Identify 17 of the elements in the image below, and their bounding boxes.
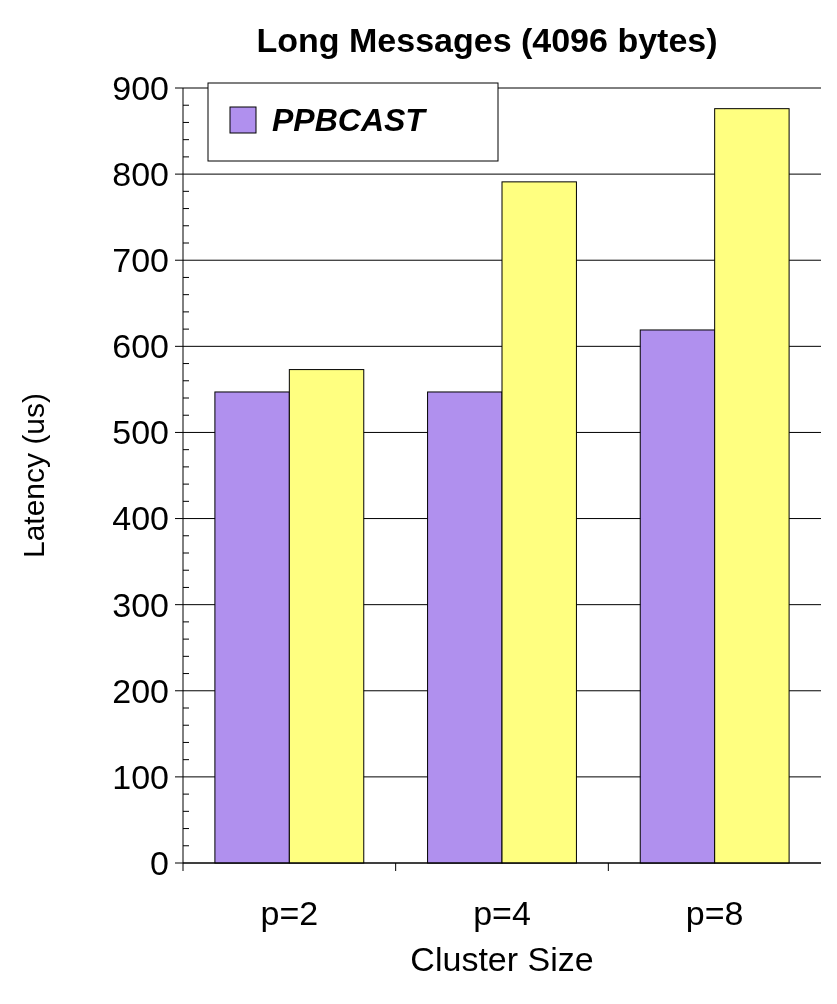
y-tick-label: 200 [112,671,169,710]
legend-label: PPBCAST [272,102,428,139]
y-tick-label: 0 [150,843,169,882]
y-tick-label: 700 [112,241,169,280]
y-tick-label: 300 [112,585,169,624]
x-axis-title: Cluster Size [410,940,594,978]
y-axis-title: Latency (us) [16,392,50,559]
x-tick-label: p=8 [685,894,744,932]
y-tick-label: 600 [112,327,169,366]
y-tick-label: 900 [112,68,169,107]
chart-title: Long Messages (4096 bytes) [256,21,718,59]
y-tick-label: 100 [112,757,169,796]
y-tick-label: 400 [112,499,169,538]
x-tick-label: p=2 [260,894,319,932]
y-tick-label: 500 [112,413,169,452]
x-tick-label: p=4 [473,894,531,932]
y-tick-label: 800 [112,155,169,194]
